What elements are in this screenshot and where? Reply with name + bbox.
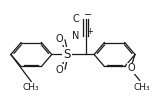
Text: −: − bbox=[84, 10, 92, 20]
Text: N: N bbox=[72, 31, 79, 41]
Text: C: C bbox=[72, 14, 79, 24]
Text: O: O bbox=[127, 63, 135, 73]
Text: CH₃: CH₃ bbox=[133, 83, 150, 92]
Text: S: S bbox=[63, 48, 70, 61]
Text: O: O bbox=[56, 65, 63, 75]
Text: CH₃: CH₃ bbox=[23, 83, 40, 92]
Text: O: O bbox=[56, 34, 63, 44]
Text: +: + bbox=[86, 27, 93, 36]
